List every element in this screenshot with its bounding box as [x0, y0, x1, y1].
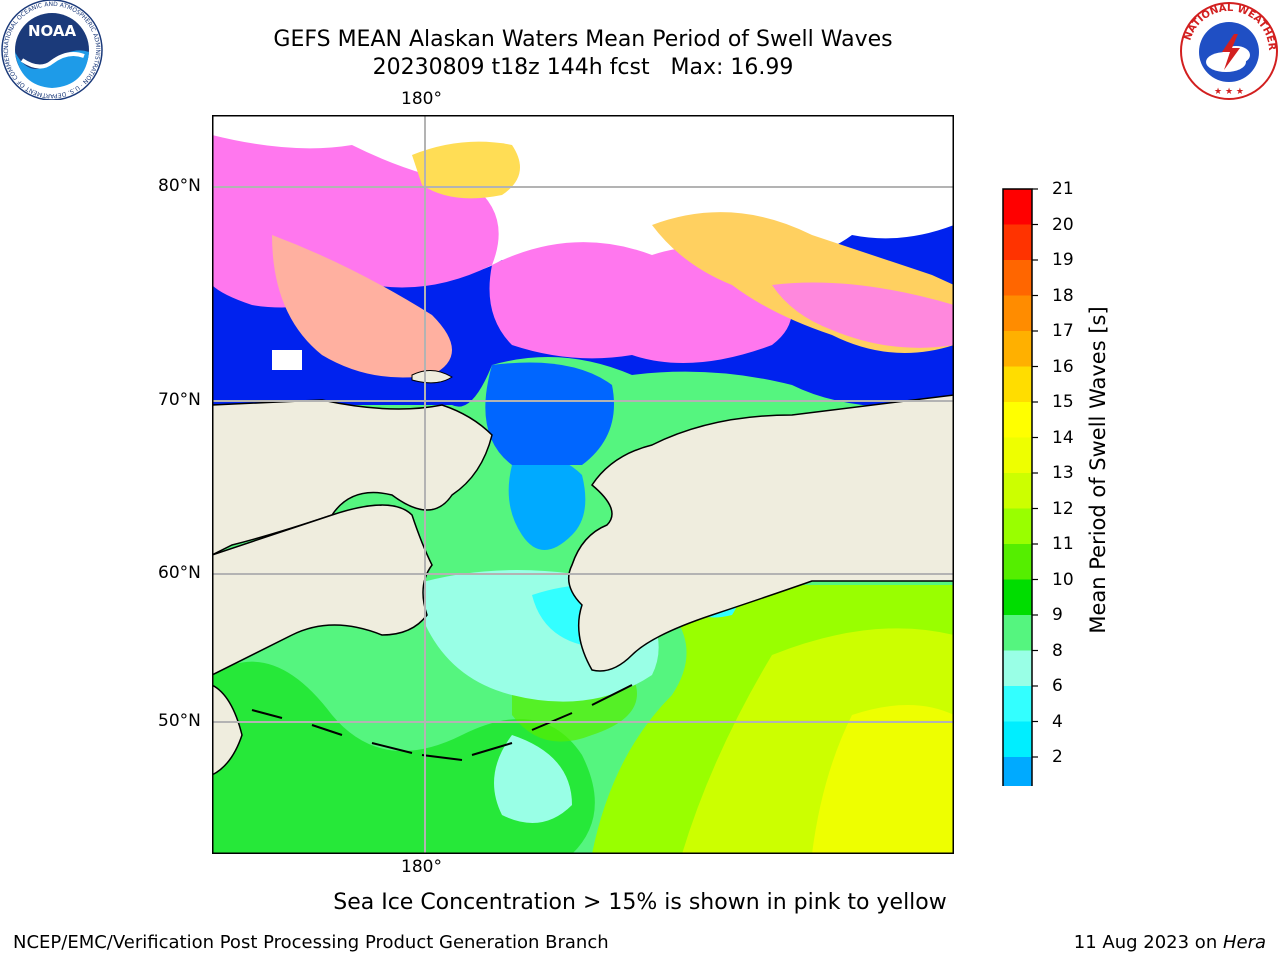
colorbar-segment — [1003, 224, 1032, 261]
sea-ice-note: Sea Ice Concentration > 15% is shown in … — [333, 890, 947, 915]
noaa-text: NOAA — [28, 22, 77, 40]
colorbar-segment — [1003, 579, 1032, 616]
lat-label-50n: 50°N — [158, 711, 201, 731]
colorbar-segment — [1003, 473, 1032, 509]
colorbar-tick-label: 13 — [1052, 463, 1074, 483]
colorbar-tick-label: 9 — [1052, 605, 1063, 625]
lat-label-80n: 80°N — [158, 176, 201, 196]
footer-date: 11 Aug 2023 on — [1073, 932, 1223, 953]
aleutian-islands — [251, 684, 633, 761]
colorbar-segment — [1003, 757, 1032, 793]
colorbar-tick-label: 2 — [1052, 747, 1063, 767]
colorbar-segment — [1003, 508, 1032, 545]
colorbar-segment — [1003, 366, 1032, 403]
colorbar-tick-label: 10 — [1052, 569, 1074, 590]
sea-ice-region-pink-c — [772, 282, 954, 348]
swell-region-14s — [812, 705, 954, 854]
colorbar-label: Mean Period of Swell Waves [s] — [1086, 306, 1110, 634]
land-chukotka — [212, 504, 433, 676]
colorbar-tick-label: 20 — [1052, 214, 1074, 235]
colorbar — [1000, 186, 1060, 860]
colorbar-segment — [1003, 721, 1032, 758]
colorbar-segment — [1003, 544, 1032, 580]
swell-region-8s-b — [494, 735, 572, 823]
colorbar-graphic — [1002, 188, 1038, 860]
lon-label-bottom: 180° — [401, 857, 442, 877]
swell-region-4s — [508, 457, 586, 550]
noaa-logo: NATIONAL OCEANIC AND ATMOSPHERIC ADMINIS… — [0, 0, 104, 104]
colorbar-tick-label: 11 — [1052, 534, 1074, 554]
colorbar-segment — [1003, 686, 1032, 722]
land-kamchatka — [212, 684, 243, 776]
lat-label-60n: 60°N — [158, 563, 201, 583]
map-border — [212, 115, 954, 854]
colorbar-segment — [1003, 189, 1032, 225]
footer-right: 11 Aug 2023 on Hera — [1074, 932, 1266, 953]
land-alaska — [567, 394, 954, 672]
colorbar-tick-label: 4 — [1052, 711, 1063, 732]
footer-host: Hera — [1222, 932, 1266, 953]
colorbar-tick-label: 8 — [1052, 640, 1063, 661]
swell-region-2s — [485, 362, 614, 465]
colorbar-segment — [1003, 295, 1032, 332]
map-panel — [212, 115, 954, 854]
sea-ice-region-peach — [272, 235, 452, 378]
colorbar-tick-label: 18 — [1052, 285, 1074, 306]
land-siberia-north — [212, 399, 493, 556]
colorbar-segment — [1003, 402, 1032, 438]
colorbar-tick-label: 19 — [1052, 250, 1074, 270]
footer-left: NCEP/EMC/Verification Post Processing Pr… — [13, 932, 609, 953]
colorbar-tick-label: 14 — [1052, 427, 1074, 448]
svg-text:★ ★ ★: ★ ★ ★ — [1214, 87, 1244, 97]
graticule — [212, 115, 954, 854]
colorbar-segment — [1003, 331, 1032, 367]
lat-label-70n: 70°N — [158, 390, 201, 410]
colorbar-segment — [1003, 260, 1032, 296]
colorbar-tick-label: 16 — [1052, 356, 1074, 377]
nws-logo: NATIONAL WEATHER SERVICE ★ ★ ★ — [1174, 0, 1280, 104]
sea-ice-region-yellow — [412, 141, 520, 199]
colorbar-tick-label: 12 — [1052, 498, 1074, 519]
lon-label-top: 180° — [401, 89, 442, 109]
ice-gap — [272, 350, 302, 370]
colorbar-tick-label: 6 — [1052, 676, 1063, 696]
colorbar-segment — [1003, 650, 1032, 687]
chart-title: GEFS MEAN Alaskan Waters Mean Period of … — [273, 27, 893, 52]
colorbar-tick-label: 15 — [1052, 392, 1074, 412]
colorbar-segment — [1003, 615, 1032, 651]
colorbar-tick-label: 21 — [1052, 179, 1074, 199]
colorbar-segment — [1003, 437, 1032, 474]
chart-subtitle: 20230809 t18z 144h fcst Max: 16.99 — [372, 55, 794, 80]
colorbar-tick-label: 17 — [1052, 321, 1074, 341]
